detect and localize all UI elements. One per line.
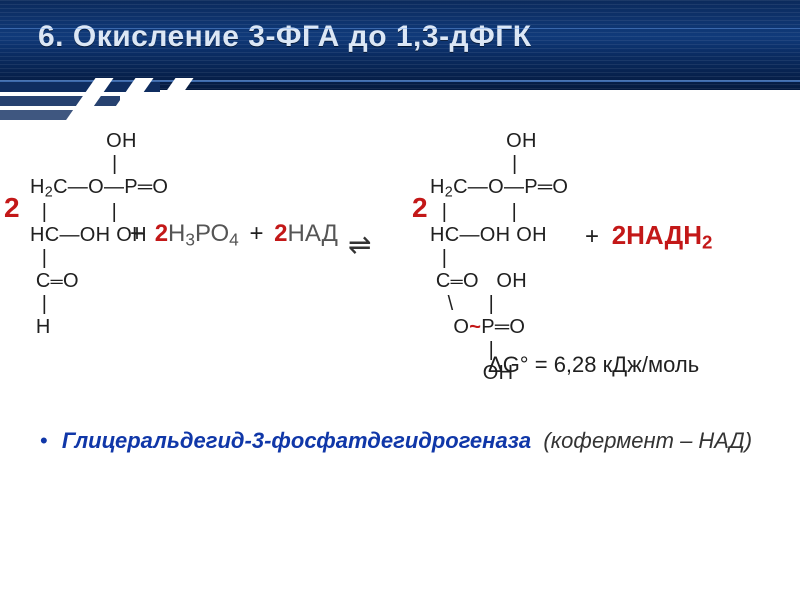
enzyme-name: Глицеральдегид-3-фосфатдегидрогеназа bbox=[62, 428, 531, 453]
coeff-nadh: 2 bbox=[612, 220, 626, 250]
coeff-right: 2 bbox=[412, 192, 428, 224]
deltaG-prefix: ΔG° = bbox=[488, 352, 554, 377]
equilibrium-arrow: ⇌ bbox=[348, 228, 371, 261]
coeff-nad: 2 bbox=[274, 220, 287, 247]
plus-3: + bbox=[585, 223, 599, 250]
deltaG-units: кДж/моль bbox=[597, 352, 700, 377]
enzyme-note: (кофермент – НАД) bbox=[543, 428, 752, 453]
delta-g-value: ΔG° = 6,28 кДж/моль bbox=[488, 352, 699, 378]
reactants-text: + 2Н3РО4 + 2НАД bbox=[130, 220, 338, 250]
deltaG-num: 6,28 bbox=[554, 352, 597, 377]
plus-2: + bbox=[249, 220, 263, 247]
molecule-b: OH | H2C—O—P═O | | HC—OH OH | C═O OH \ |… bbox=[430, 130, 568, 385]
products-text: + 2НАДН2 bbox=[585, 220, 712, 254]
nad-text: НАД bbox=[287, 220, 337, 247]
coeff-left: 2 bbox=[4, 192, 20, 224]
slide-title: 6. Окисление 3-ФГА до 1,3-дФГК bbox=[38, 20, 532, 54]
slide-header: 6. Окисление 3-ФГА до 1,3-дФГК bbox=[0, 0, 800, 90]
coeff-h3po4: 2 bbox=[155, 220, 168, 247]
enzyme-bullet: • Глицеральдегид-3-фосфатдегидрогеназа (… bbox=[40, 428, 752, 454]
plus-1: + bbox=[130, 220, 144, 247]
bullet-icon: • bbox=[40, 428, 48, 453]
chevron-ornament bbox=[0, 82, 180, 124]
